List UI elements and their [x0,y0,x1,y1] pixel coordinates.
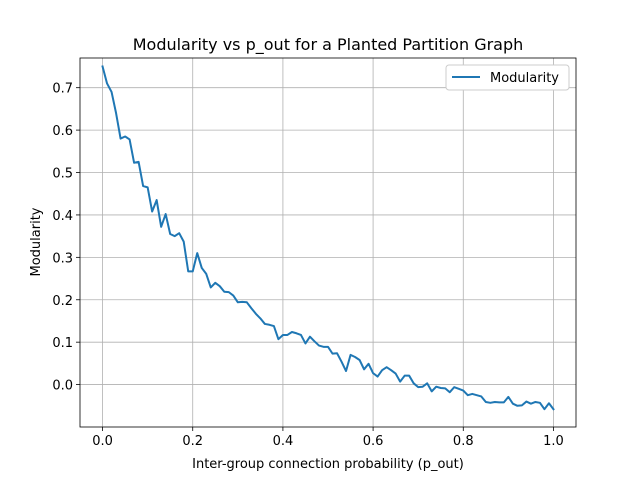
plot-area-frame [79,57,577,428]
x-tick-label: 1.0 [543,434,564,449]
y-tick-label: 0.4 [52,209,73,224]
legend-box [445,64,570,91]
grid-lines [80,58,576,427]
chart-title: Modularity vs p_out for a Planted Partit… [133,35,524,55]
x-tick-label: 0.6 [363,434,384,449]
y-tick-label: 0.7 [52,82,73,97]
y-tick-label: 0.3 [52,251,73,266]
x-axis-label: Inter-group connection probability (p_ou… [192,457,464,472]
y-tick-label: 0.6 [52,124,73,139]
x-axis-ticks: 0.0 0.2 0.4 0.6 0.8 1.0 [92,427,564,449]
y-tick-label: 0.0 [52,379,73,394]
x-tick-label: 0.8 [453,434,474,449]
y-axis-label: Modularity [29,207,44,276]
legend: Modularity [445,64,570,91]
series-layer [101,65,555,411]
y-tick-label: 0.2 [52,294,73,309]
legend-label-modularity: Modularity [490,71,559,86]
y-tick-label: 0.1 [52,336,73,351]
x-tick-label: 0.4 [273,434,294,449]
series-line-modularity [101,65,555,411]
y-axis-ticks: 0.0 0.1 0.2 0.3 0.4 0.5 0.6 0.7 [52,82,80,394]
x-tick-label: 0.2 [182,434,203,449]
y-tick-label: 0.5 [52,167,73,182]
x-tick-label: 0.0 [92,434,113,449]
